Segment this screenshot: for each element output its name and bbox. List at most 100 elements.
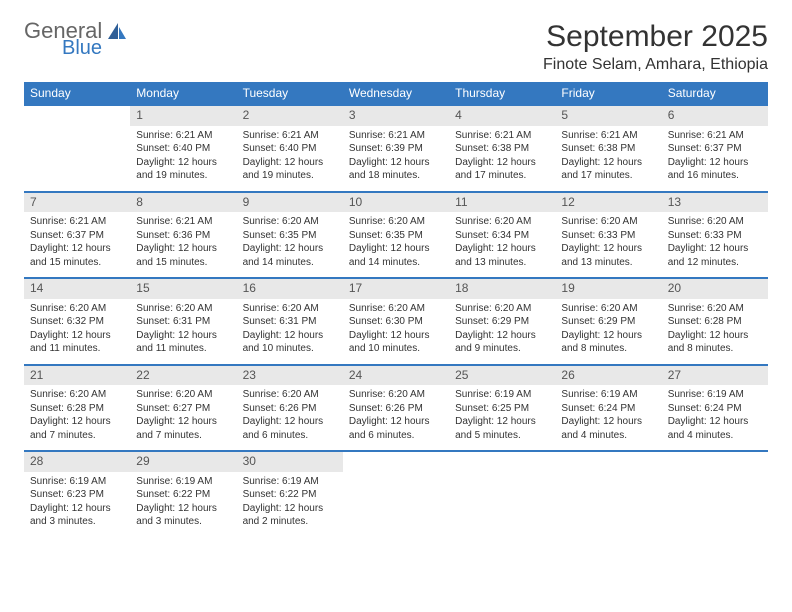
sunrise-text: Sunrise: 6:21 AM: [455, 129, 549, 143]
sunset-text: Sunset: 6:26 PM: [349, 402, 443, 416]
day-details: Sunrise: 6:19 AMSunset: 6:25 PMDaylight:…: [449, 385, 555, 450]
sunrise-text: Sunrise: 6:20 AM: [349, 388, 443, 402]
day-number: 5: [555, 106, 661, 126]
day-number: 28: [24, 452, 130, 472]
daylight-text-2: and 15 minutes.: [136, 256, 230, 270]
calendar-day-cell: 30Sunrise: 6:19 AMSunset: 6:22 PMDayligh…: [237, 451, 343, 537]
daylight-text-2: and 8 minutes.: [668, 342, 762, 356]
sunrise-text: Sunrise: 6:19 AM: [30, 475, 124, 489]
sunset-text: Sunset: 6:28 PM: [668, 315, 762, 329]
sunset-text: Sunset: 6:37 PM: [30, 229, 124, 243]
day-details: Sunrise: 6:20 AMSunset: 6:34 PMDaylight:…: [449, 212, 555, 277]
sunrise-text: Sunrise: 6:21 AM: [136, 215, 230, 229]
calendar-day-cell: 28Sunrise: 6:19 AMSunset: 6:23 PMDayligh…: [24, 451, 130, 537]
logo-line2: Blue: [62, 38, 102, 58]
sunrise-text: Sunrise: 6:20 AM: [243, 388, 337, 402]
sunrise-text: Sunrise: 6:19 AM: [136, 475, 230, 489]
calendar-day-cell: 12Sunrise: 6:20 AMSunset: 6:33 PMDayligh…: [555, 192, 661, 279]
sunset-text: Sunset: 6:23 PM: [30, 488, 124, 502]
calendar-day-cell: 5Sunrise: 6:21 AMSunset: 6:38 PMDaylight…: [555, 105, 661, 192]
day-number: 16: [237, 279, 343, 299]
calendar-day-cell: [343, 451, 449, 537]
day-number: 9: [237, 193, 343, 213]
sunset-text: Sunset: 6:31 PM: [136, 315, 230, 329]
day-number: 14: [24, 279, 130, 299]
sunrise-text: Sunrise: 6:19 AM: [668, 388, 762, 402]
day-number: 15: [130, 279, 236, 299]
daylight-text-1: Daylight: 12 hours: [243, 156, 337, 170]
sunrise-text: Sunrise: 6:20 AM: [30, 302, 124, 316]
daylight-text-1: Daylight: 12 hours: [30, 415, 124, 429]
daylight-text-2: and 4 minutes.: [561, 429, 655, 443]
daylight-text-1: Daylight: 12 hours: [243, 502, 337, 516]
page-header: General Blue September 2025 Finote Selam…: [24, 20, 768, 74]
day-details: Sunrise: 6:20 AMSunset: 6:26 PMDaylight:…: [343, 385, 449, 450]
day-details: Sunrise: 6:20 AMSunset: 6:33 PMDaylight:…: [662, 212, 768, 277]
calendar-day-cell: 25Sunrise: 6:19 AMSunset: 6:25 PMDayligh…: [449, 365, 555, 452]
title-block: September 2025 Finote Selam, Amhara, Eth…: [543, 20, 768, 74]
daylight-text-2: and 14 minutes.: [243, 256, 337, 270]
sunrise-text: Sunrise: 6:20 AM: [668, 215, 762, 229]
calendar-day-cell: 18Sunrise: 6:20 AMSunset: 6:29 PMDayligh…: [449, 278, 555, 365]
sunset-text: Sunset: 6:28 PM: [30, 402, 124, 416]
day-number: 21: [24, 366, 130, 386]
day-number: 20: [662, 279, 768, 299]
calendar-week-row: 28Sunrise: 6:19 AMSunset: 6:23 PMDayligh…: [24, 451, 768, 537]
weekday-header: Friday: [555, 82, 661, 105]
calendar-day-cell: 17Sunrise: 6:20 AMSunset: 6:30 PMDayligh…: [343, 278, 449, 365]
calendar-day-cell: 26Sunrise: 6:19 AMSunset: 6:24 PMDayligh…: [555, 365, 661, 452]
calendar-day-cell: 1Sunrise: 6:21 AMSunset: 6:40 PMDaylight…: [130, 105, 236, 192]
day-details: Sunrise: 6:20 AMSunset: 6:28 PMDaylight:…: [662, 299, 768, 364]
sunrise-text: Sunrise: 6:20 AM: [349, 215, 443, 229]
day-number: 23: [237, 366, 343, 386]
calendar-day-cell: 2Sunrise: 6:21 AMSunset: 6:40 PMDaylight…: [237, 105, 343, 192]
sunset-text: Sunset: 6:32 PM: [30, 315, 124, 329]
calendar-page: General Blue September 2025 Finote Selam…: [0, 0, 792, 557]
sunset-text: Sunset: 6:27 PM: [136, 402, 230, 416]
day-number: 12: [555, 193, 661, 213]
day-details: Sunrise: 6:20 AMSunset: 6:29 PMDaylight:…: [449, 299, 555, 364]
calendar-day-cell: [662, 451, 768, 537]
daylight-text-1: Daylight: 12 hours: [136, 156, 230, 170]
daylight-text-1: Daylight: 12 hours: [136, 329, 230, 343]
sunrise-text: Sunrise: 6:20 AM: [136, 302, 230, 316]
day-number: 30: [237, 452, 343, 472]
day-details: Sunrise: 6:19 AMSunset: 6:22 PMDaylight:…: [130, 472, 236, 537]
sunset-text: Sunset: 6:22 PM: [243, 488, 337, 502]
calendar-week-row: 1Sunrise: 6:21 AMSunset: 6:40 PMDaylight…: [24, 105, 768, 192]
calendar-day-cell: 29Sunrise: 6:19 AMSunset: 6:22 PMDayligh…: [130, 451, 236, 537]
sunrise-text: Sunrise: 6:20 AM: [455, 302, 549, 316]
day-number: 22: [130, 366, 236, 386]
day-details: Sunrise: 6:20 AMSunset: 6:31 PMDaylight:…: [237, 299, 343, 364]
daylight-text-1: Daylight: 12 hours: [668, 415, 762, 429]
sail-icon: [106, 21, 128, 48]
daylight-text-2: and 16 minutes.: [668, 169, 762, 183]
daylight-text-1: Daylight: 12 hours: [243, 329, 337, 343]
sunset-text: Sunset: 6:40 PM: [136, 142, 230, 156]
sunrise-text: Sunrise: 6:20 AM: [30, 388, 124, 402]
daylight-text-2: and 15 minutes.: [30, 256, 124, 270]
daylight-text-2: and 14 minutes.: [349, 256, 443, 270]
daylight-text-2: and 9 minutes.: [455, 342, 549, 356]
sunset-text: Sunset: 6:24 PM: [668, 402, 762, 416]
day-number: 24: [343, 366, 449, 386]
daylight-text-1: Daylight: 12 hours: [561, 415, 655, 429]
day-details: Sunrise: 6:21 AMSunset: 6:38 PMDaylight:…: [449, 126, 555, 191]
day-details: Sunrise: 6:21 AMSunset: 6:37 PMDaylight:…: [662, 126, 768, 191]
daylight-text-1: Daylight: 12 hours: [668, 156, 762, 170]
calendar-day-cell: 14Sunrise: 6:20 AMSunset: 6:32 PMDayligh…: [24, 278, 130, 365]
sunrise-text: Sunrise: 6:21 AM: [349, 129, 443, 143]
day-details: Sunrise: 6:20 AMSunset: 6:32 PMDaylight:…: [24, 299, 130, 364]
daylight-text-2: and 6 minutes.: [349, 429, 443, 443]
sunrise-text: Sunrise: 6:19 AM: [561, 388, 655, 402]
sunrise-text: Sunrise: 6:20 AM: [136, 388, 230, 402]
sunset-text: Sunset: 6:34 PM: [455, 229, 549, 243]
day-number: 26: [555, 366, 661, 386]
sunrise-text: Sunrise: 6:21 AM: [243, 129, 337, 143]
weekday-header: Sunday: [24, 82, 130, 105]
sunset-text: Sunset: 6:31 PM: [243, 315, 337, 329]
day-details: Sunrise: 6:20 AMSunset: 6:33 PMDaylight:…: [555, 212, 661, 277]
sunset-text: Sunset: 6:35 PM: [243, 229, 337, 243]
calendar-day-cell: 23Sunrise: 6:20 AMSunset: 6:26 PMDayligh…: [237, 365, 343, 452]
day-number: 13: [662, 193, 768, 213]
